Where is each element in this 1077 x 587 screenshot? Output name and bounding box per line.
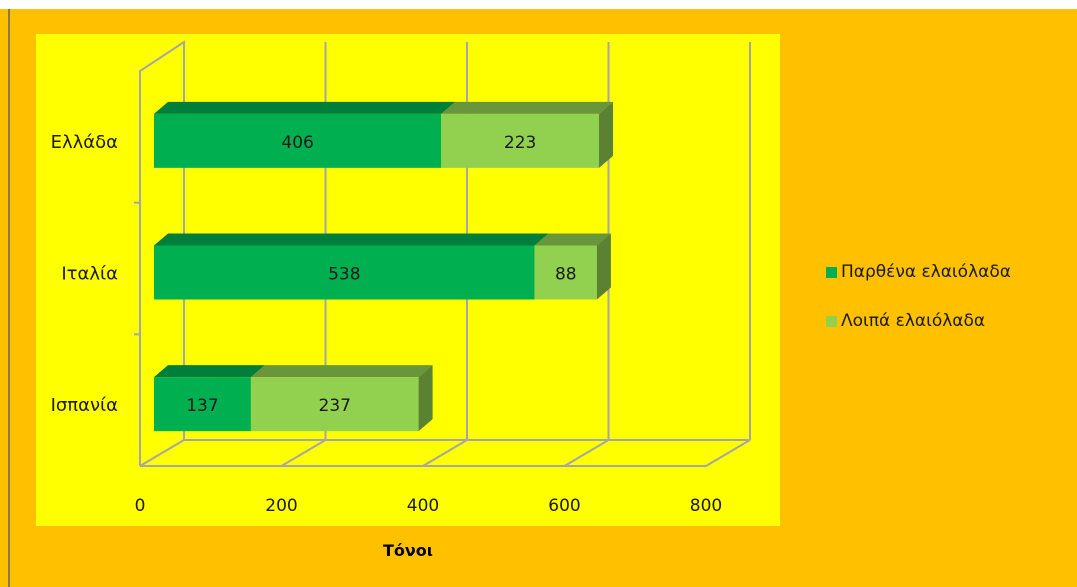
legend-label-other: Λοιπά ελαιόλαδα: [841, 311, 986, 331]
bar-end-face: [599, 101, 614, 168]
category-label: Ελλάδα: [51, 132, 118, 153]
x-tick-label: 400: [407, 496, 439, 516]
x-tick-label: 0: [135, 496, 146, 516]
floor-line: [422, 439, 468, 467]
floor-line: [563, 439, 610, 467]
legend-item-virgin: Παρθένα ελαιόλαδα: [826, 262, 1011, 282]
floor-line: [705, 439, 751, 467]
bar: [154, 113, 442, 168]
x-axis-title: Τόνοι: [383, 541, 433, 560]
bar-top-face: [154, 365, 265, 378]
bar: [250, 377, 419, 432]
bar-top-face: [154, 233, 549, 246]
x-tick-label: 800: [690, 496, 722, 516]
legend-item-other: Λοιπά ελαιόλαδα: [826, 311, 1011, 331]
bar-end-face: [596, 233, 611, 300]
data-label: 137: [186, 396, 218, 416]
x-tick-label: 200: [265, 496, 297, 516]
bar-top-face: [154, 101, 456, 114]
frame-border: [8, 0, 10, 587]
floor-line: [280, 439, 327, 467]
bar-top-face: [534, 233, 611, 246]
legend-swatch-virgin: [826, 266, 837, 278]
bar-top-face: [441, 101, 614, 114]
bar: [441, 113, 600, 168]
category-label: Ιταλία: [61, 264, 118, 285]
floor-line: [139, 439, 185, 467]
bar: [534, 245, 597, 300]
legend-swatch-other: [826, 315, 837, 327]
legend-label-virgin: Παρθένα ελαιόλαδα: [841, 262, 1011, 282]
x-tick-label: 600: [548, 496, 580, 516]
data-label: 88: [555, 265, 577, 285]
bar: [154, 245, 535, 300]
data-label: 223: [504, 133, 536, 153]
bar-top-face: [250, 365, 433, 378]
bar: [154, 377, 251, 432]
category-label: Ισπανία: [51, 395, 118, 416]
legend: Παρθένα ελαιόλαδα Λοιπά ελαιόλαδα: [826, 262, 1011, 360]
cropped-title-strip: [0, 0, 1077, 9]
data-label: 538: [328, 265, 360, 285]
data-label: 406: [281, 133, 313, 153]
bar-end-face: [418, 365, 433, 432]
data-label: 237: [319, 396, 351, 416]
